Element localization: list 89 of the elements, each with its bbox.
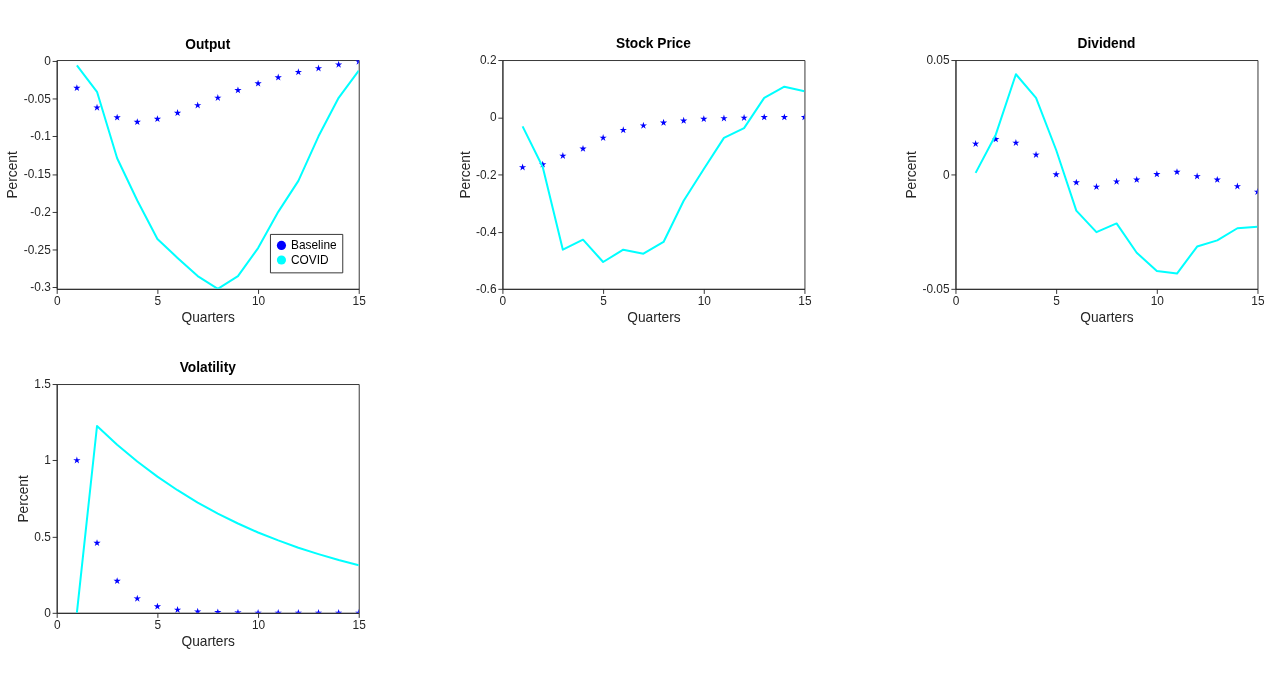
y-tick-label: 1 (44, 453, 52, 468)
point (559, 152, 567, 159)
y-tick-label: -0.6 (476, 281, 497, 296)
x-tick-label: 5 (1053, 293, 1061, 308)
point (194, 101, 202, 109)
x-tick-label: 5 (154, 293, 162, 308)
point (700, 115, 708, 123)
chart-title: Volatility (179, 360, 237, 376)
x-tick-label: 10 (697, 293, 712, 308)
y-tick-label: -0.25 (23, 242, 52, 257)
y-axis-title: Percent (5, 151, 21, 199)
chart-title: Dividend (1077, 36, 1136, 52)
point (73, 456, 81, 464)
y-tick-label: 1.5 (34, 377, 52, 392)
point (1153, 170, 1161, 178)
x-axis-title: Quarters (181, 634, 236, 650)
point (1072, 178, 1080, 186)
y-tick-label: 0 (489, 110, 497, 125)
y-tick-label: -0.05 (23, 91, 52, 106)
point (73, 84, 81, 92)
point (720, 114, 728, 122)
chart-title: Output (185, 36, 231, 52)
y-tick-label: 0.05 (926, 53, 950, 68)
point (214, 94, 222, 101)
y-tick-label: -0.3 (30, 280, 52, 295)
point (254, 79, 262, 87)
point (153, 602, 162, 610)
point (599, 134, 607, 141)
point (639, 121, 648, 129)
x-tick-label: 15 (352, 293, 367, 308)
point (760, 113, 768, 121)
point (133, 594, 141, 602)
point (1233, 182, 1242, 190)
x-tick-label: 15 (798, 293, 812, 308)
y-tick-label: 0 (942, 167, 950, 182)
point (518, 163, 527, 171)
point (113, 113, 121, 121)
legend-label: COVID (291, 252, 329, 267)
y-tick-label: -0.2 (476, 167, 497, 182)
point (1193, 172, 1201, 180)
point (1052, 170, 1060, 178)
y-tick-label: 0 (44, 605, 52, 620)
x-axis-title: Quarters (1080, 310, 1134, 326)
x-axis-title: Quarters (181, 310, 236, 326)
point (93, 539, 101, 547)
x-tick-label: 15 (352, 617, 367, 632)
line-series (75, 425, 359, 613)
x-tick-label: 10 (251, 293, 266, 308)
point (1092, 183, 1101, 190)
chart-title: Stock Price (616, 36, 692, 52)
x-tick-label: 0 (952, 293, 960, 308)
x-tick-label: 15 (1251, 293, 1265, 308)
x-axis-title: Quarters (627, 310, 681, 326)
x-tick-label: 10 (251, 617, 266, 632)
point (93, 103, 101, 111)
point (194, 607, 202, 613)
x-tick-label: 5 (600, 293, 608, 308)
x-tick-label: 10 (1150, 293, 1165, 308)
y-tick-label: -0.05 (922, 281, 950, 296)
point (740, 114, 748, 121)
line-series (75, 64, 359, 289)
line-series (974, 73, 1258, 275)
point (1173, 168, 1181, 176)
point (335, 60, 343, 68)
y-axis-title: Percent (15, 475, 31, 523)
point (234, 86, 242, 94)
point (619, 126, 627, 134)
y-axis-title: Percent (904, 151, 920, 199)
point (113, 577, 121, 585)
y-tick-label: -0.2 (30, 204, 51, 219)
point (173, 109, 182, 117)
y-tick-label: -0.4 (476, 224, 497, 239)
point (294, 68, 302, 76)
y-axis-title: Percent (457, 151, 473, 199)
y-tick-label: -0.15 (23, 167, 52, 182)
legend-label: Baseline (291, 238, 337, 253)
x-tick-label: 0 (499, 293, 507, 308)
point (780, 113, 788, 121)
point (274, 73, 282, 81)
point (659, 118, 668, 126)
y-tick-label: 0 (44, 53, 52, 68)
y-tick-label: 0.5 (34, 529, 52, 544)
point (1012, 139, 1020, 146)
y-tick-label: 0.2 (480, 53, 497, 68)
y-tick-label: -0.1 (30, 129, 52, 144)
x-tick-label: 5 (154, 617, 162, 632)
point (1112, 177, 1121, 185)
line-series (521, 85, 805, 263)
point (314, 64, 323, 72)
